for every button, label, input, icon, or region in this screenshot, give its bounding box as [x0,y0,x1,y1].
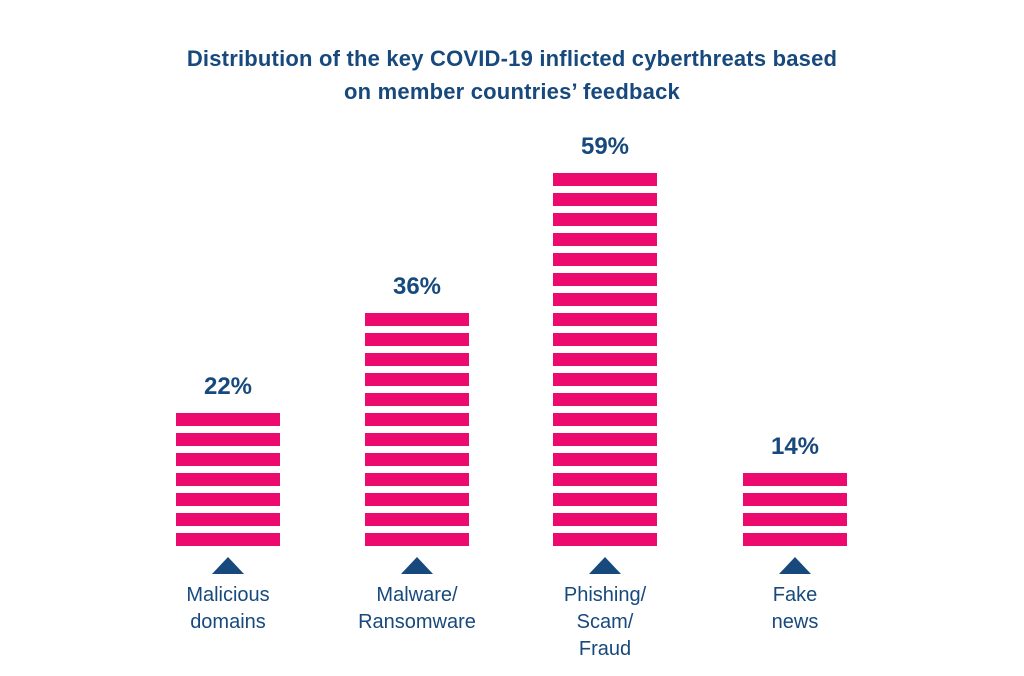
bar-stripe [553,513,657,526]
bar-stripe [553,213,657,226]
bar-stripe [553,433,657,446]
bar-malware-ransomware [365,313,469,546]
chart-title-line-2: on member countries’ feedback [344,79,680,104]
bar-stripe [365,333,469,346]
bar-stripe [176,433,280,446]
value-label-malicious-domains: 22% [203,373,253,400]
bar-stripe [365,533,469,546]
value-label-fake-news: 14% [770,433,820,460]
category-label-malware-ransomware: Malware/ Ransomware [358,584,476,633]
bar-stripe [365,393,469,406]
bar-stripe [743,473,847,486]
bar-malicious-domains [176,413,280,546]
bar-stripe [365,353,469,366]
bar-upper-malicious-domains: 22% [133,373,323,546]
bar-stripe [176,533,280,546]
bar-stripe [743,513,847,526]
bar-stripe [365,373,469,386]
bar-stripe [553,313,657,326]
bar-stripe [365,413,469,426]
bar-upper-malware-ransomware: 36% [322,273,512,546]
bar-stripe [553,173,657,186]
bar-stripe [553,453,657,466]
bar-stripe [365,513,469,526]
value-label-malware-ransomware: 36% [392,273,442,300]
bar-stripe [553,293,657,306]
bar-stripe [365,493,469,506]
bar-stripe [553,253,657,266]
bar-stripe [553,333,657,346]
bar-stripe [743,493,847,506]
bar-stripe [553,533,657,546]
bar-stripe [176,513,280,526]
bar-stripe [365,453,469,466]
bar-stripe [176,413,280,426]
bar-stripe [553,373,657,386]
up-triangle-icon [589,557,621,574]
up-triangle-icon [779,557,811,574]
bar-stripe [365,433,469,446]
bar-stripe [553,233,657,246]
chart-title-line-1: Distribution of the key COVID-19 inflict… [186,46,838,71]
category-label-fake-news: Fake news [771,584,819,633]
bar-stripe [176,493,280,506]
bar-lower-phishing-scam-fraud: Phishing/ Scam/ Fraud [510,557,700,663]
bar-group-fake-news: 14% Fake news [700,0,890,676]
chart-title: Distribution of the key COVID-19 inflict… [0,42,1024,108]
bar-stripe [176,473,280,486]
bar-lower-fake-news: Fake news [700,557,890,636]
bar-stripe [553,493,657,506]
bar-phishing-scam-fraud [553,173,657,546]
up-triangle-icon [401,557,433,574]
bar-group-malware-ransomware: 36% Malware/ Ransomware [322,0,512,676]
bar-stripe [553,193,657,206]
bar-lower-malicious-domains: Malicious domains [133,557,323,636]
bar-stripe [743,533,847,546]
bar-group-phishing-scam-fraud: 59% Phishing/ Scam/ Fraud [510,0,700,676]
bar-stripe [176,453,280,466]
up-triangle-icon [212,557,244,574]
bar-upper-fake-news: 14% [700,433,890,546]
bar-stripe [553,413,657,426]
bar-stripe [553,273,657,286]
bar-stripe [553,473,657,486]
bar-upper-phishing-scam-fraud: 59% [510,133,700,546]
bar-stripe [553,353,657,366]
bar-fake-news [743,473,847,546]
bar-stripe [365,313,469,326]
value-label-phishing-scam-fraud: 59% [580,133,630,160]
bar-stripe [553,393,657,406]
bar-stripe [365,473,469,486]
bar-group-malicious-domains: 22% Malicious domains [133,0,323,676]
category-label-malicious-domains: Malicious domains [186,584,270,633]
category-label-phishing-scam-fraud: Phishing/ Scam/ Fraud [563,584,647,660]
bar-lower-malware-ransomware: Malware/ Ransomware [322,557,512,636]
